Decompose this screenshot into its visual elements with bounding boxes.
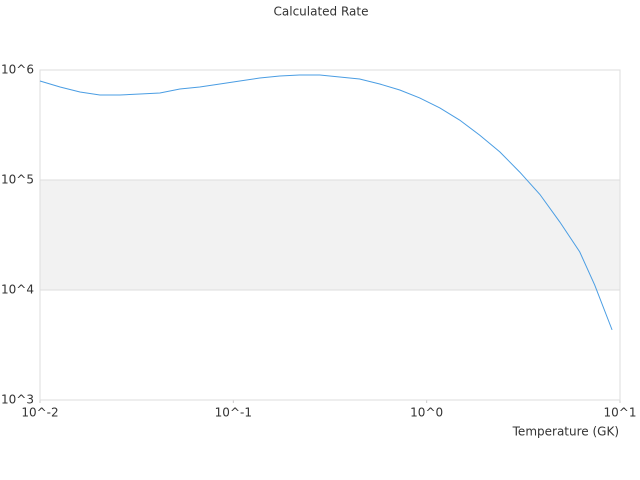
y-tick-label: 10^5 (1, 173, 34, 187)
x-tick-label: 10^-2 (21, 406, 58, 420)
y-tick-label: 10^6 (1, 63, 34, 77)
y-tick-label: 10^4 (1, 283, 34, 297)
x-tick-label: 10^1 (604, 406, 637, 420)
grid-band (40, 180, 620, 290)
chart-title: Calculated Rate (274, 5, 369, 19)
x-axis-title: Temperature (GK) (512, 425, 619, 439)
x-tick-label: 10^-1 (215, 406, 252, 420)
y-tick-label: 10^3 (1, 393, 34, 407)
x-tick-label: 10^0 (410, 406, 443, 420)
data-line (39, 74, 613, 331)
plot-border (39, 69, 621, 401)
